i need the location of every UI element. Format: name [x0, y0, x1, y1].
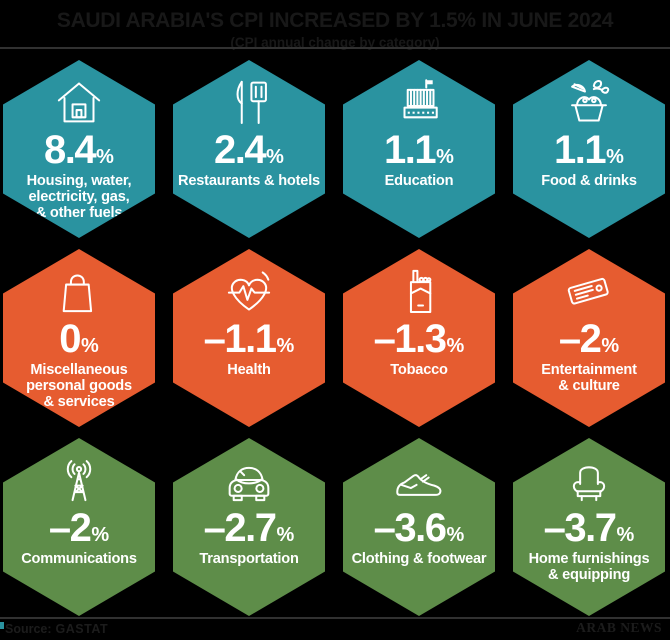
hex-education: 1.1% Education: [343, 60, 495, 238]
shopping-bag-icon: [50, 265, 108, 317]
hex-value: –2%: [48, 506, 110, 550]
page-title: SAUDI ARABIA'S CPI INCREASED BY 1.5% IN …: [56, 9, 614, 32]
source-credit: Source: GASTAT: [5, 622, 108, 636]
hex-value: –2.7%: [203, 506, 295, 550]
ticket-icon: [560, 265, 618, 317]
hex-label: Home furnishings & equipping: [528, 551, 650, 584]
hex-label: Transportation: [199, 551, 299, 567]
armchair-icon: [560, 454, 618, 506]
brand-wordmark: ARAB NEWS: [576, 620, 662, 635]
hex-tobacco: –1.3% Tobacco: [343, 249, 495, 427]
hex-label: Restaurants & hotels: [178, 173, 320, 189]
hex-value: 1.1%: [554, 128, 624, 172]
hex-entertainment: –2% Entertainment & culture: [513, 249, 665, 427]
hex-furnishings: –3.7% Home furnishings & equipping: [513, 438, 665, 616]
hex-label: Education: [384, 173, 454, 189]
hex-food: 1.1% Food & drinks: [513, 60, 665, 238]
antenna-icon: [50, 454, 108, 506]
hex-label: Housing, water, electricity, gas, & othe…: [26, 173, 132, 222]
hex-label: Tobacco: [390, 362, 448, 378]
hex-communications: –2% Communications: [3, 438, 155, 616]
hex-value: 0%: [59, 317, 99, 361]
hex-transportation: –2.7% Transportation: [173, 438, 325, 616]
source-label: Source:: [5, 622, 52, 636]
hex-label: Food & drinks: [541, 173, 637, 189]
hex-clothing: –3.6% Clothing & footwear: [343, 438, 495, 616]
shoe-icon: [390, 454, 448, 506]
hex-misc: 0% Miscellaneous personal goods & servic…: [3, 249, 155, 427]
cigarette-pack-icon: [390, 265, 448, 317]
hex-label: Health: [227, 362, 271, 378]
cutlery-icon: [220, 76, 278, 128]
hex-housing: 8.4% Housing, water, electricity, gas, &…: [3, 60, 155, 238]
source-value: GASTAT: [55, 622, 109, 636]
header-divider: [0, 47, 670, 49]
hex-health: –1.1% Health: [173, 249, 325, 427]
hex-label: Entertainment & culture: [541, 362, 637, 395]
hex-value: –1.3%: [373, 317, 465, 361]
hex-value: 1.1%: [384, 128, 454, 172]
heartbeat-icon: [220, 265, 278, 317]
school-icon: [390, 76, 448, 128]
house-icon: [50, 76, 108, 128]
car-icon: [220, 454, 278, 506]
hex-label: Clothing & footwear: [351, 551, 487, 567]
header: SAUDI ARABIA'S CPI INCREASED BY 1.5% IN …: [0, 0, 670, 50]
hex-value: –3.6%: [373, 506, 465, 550]
hex-value: –2%: [558, 317, 620, 361]
hex-value: –1.1%: [203, 317, 295, 361]
hexagon-grid: 8.4% Housing, water, electricity, gas, &…: [3, 60, 665, 616]
hex-value: –3.7%: [543, 506, 635, 550]
food-bowl-icon: [560, 76, 618, 128]
hex-value: 2.4%: [214, 128, 284, 172]
footer: Source: GASTAT ARAB NEWS: [0, 619, 670, 640]
page-subtitle: (CPI annual change by category): [230, 35, 440, 50]
hex-label: Communications: [21, 551, 137, 567]
hex-restaurants: 2.4% Restaurants & hotels: [173, 60, 325, 238]
footer-divider: [0, 617, 670, 619]
hex-label: Miscellaneous personal goods & services: [26, 362, 132, 411]
hex-value: 8.4%: [44, 128, 114, 172]
corner-accent: [0, 622, 4, 629]
